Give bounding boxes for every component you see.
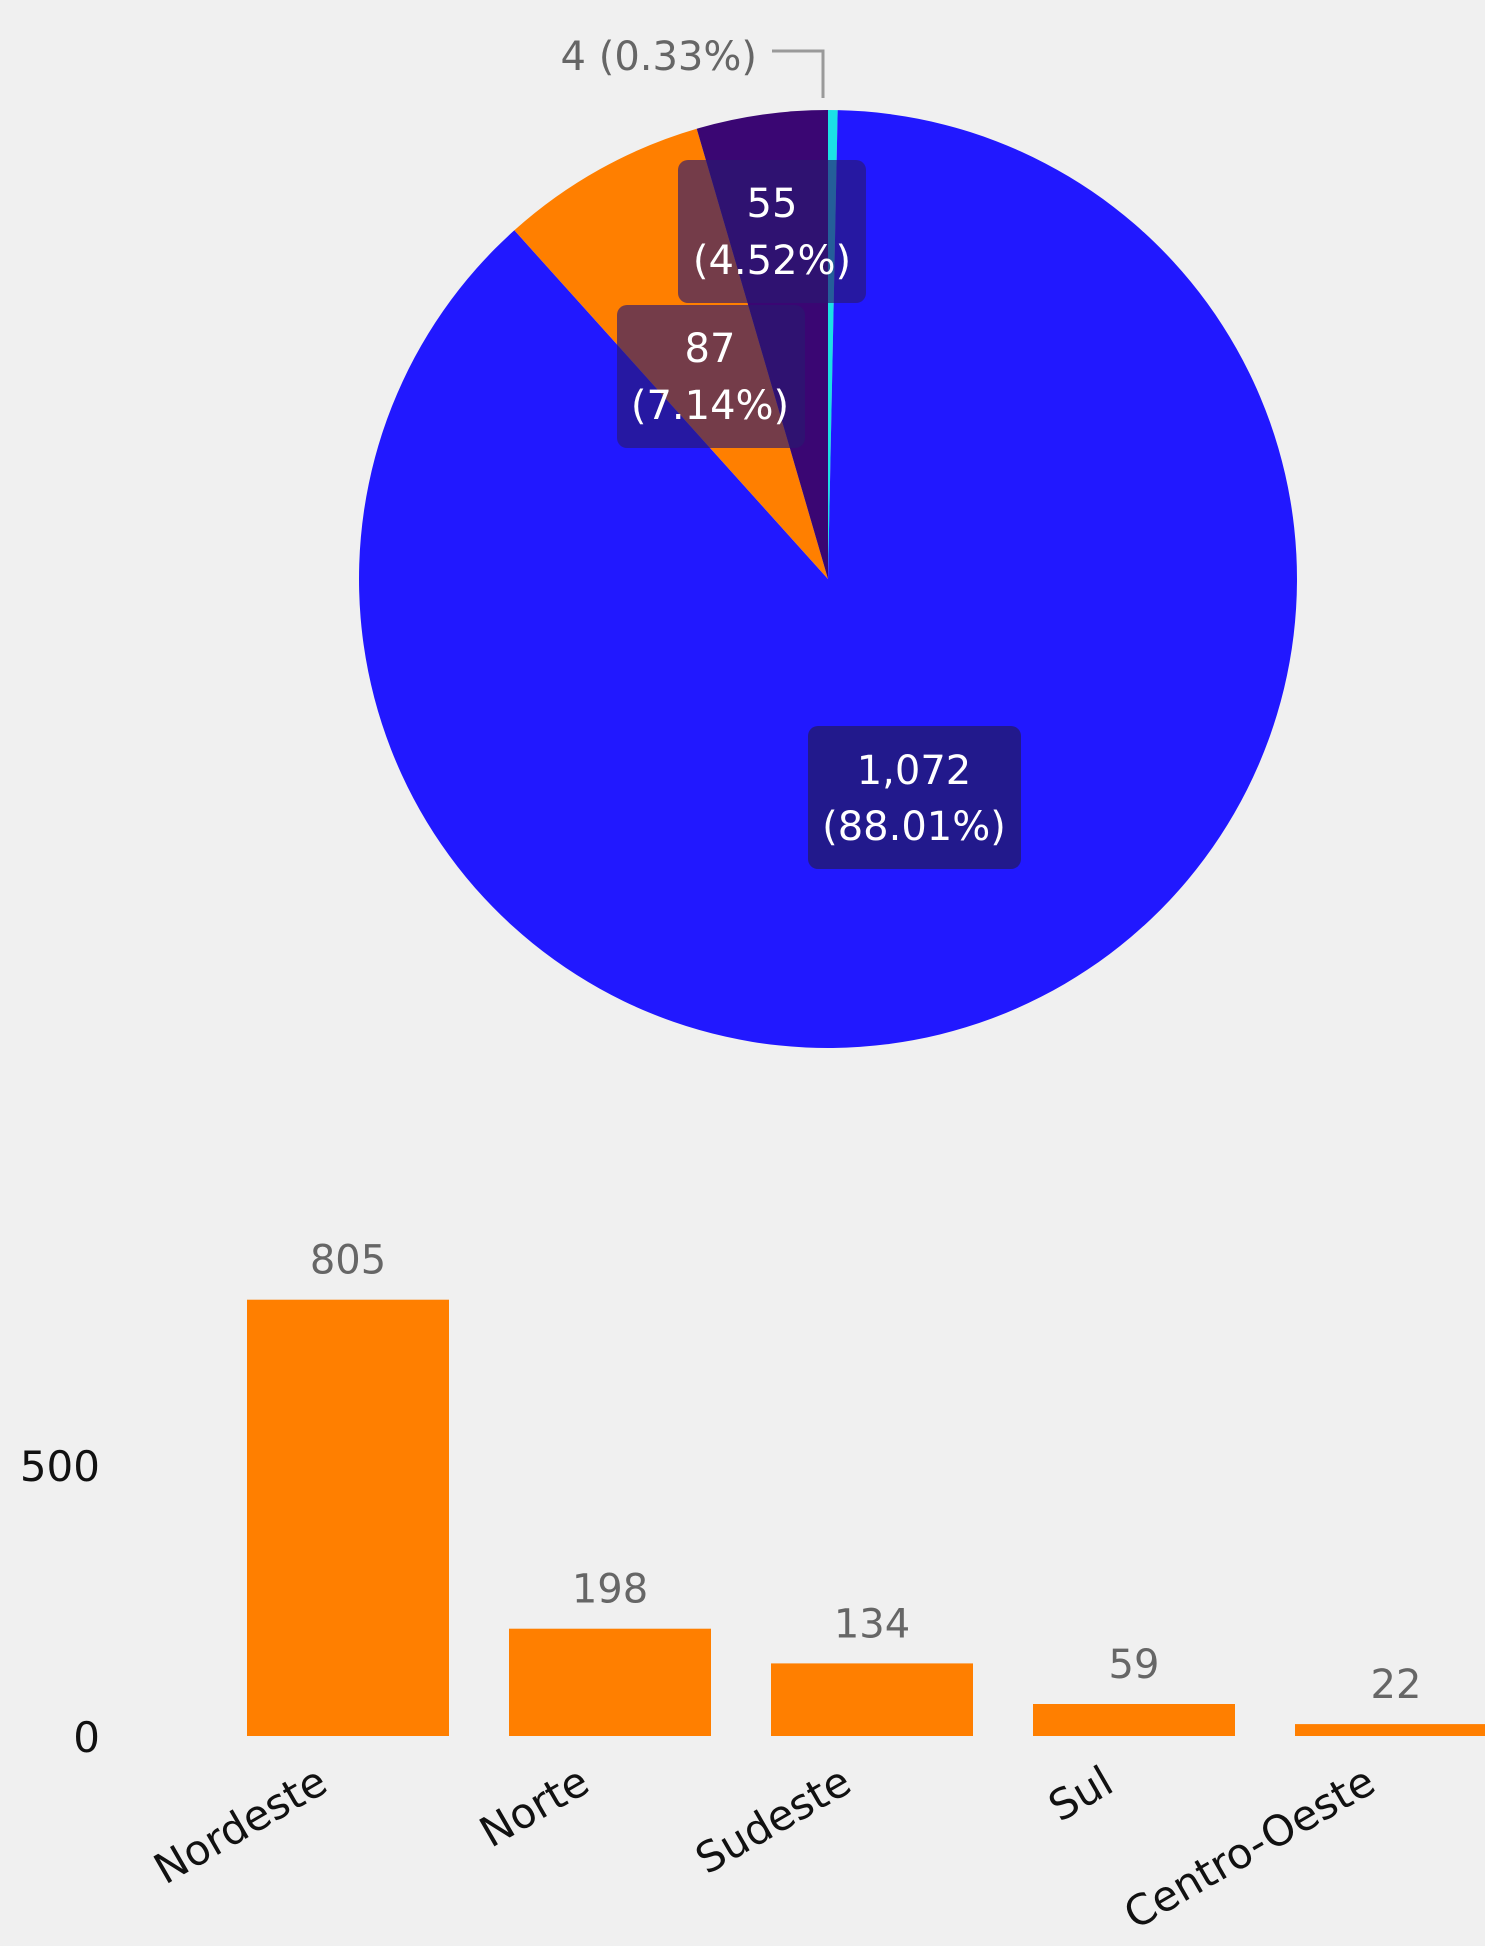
- pie-slice-1-percent-label: (88.01%): [822, 804, 1006, 850]
- pie-slice-2-value-label: 87: [685, 326, 736, 372]
- pie-slice-3-percent-label: (4.52%): [693, 238, 851, 284]
- bar-norte[interactable]: [509, 1628, 711, 1736]
- pie-slice-3-label-box: [678, 160, 866, 303]
- bar-value-label-sul: 59: [1109, 1642, 1160, 1688]
- bar-centro-oeste[interactable]: [1295, 1724, 1485, 1736]
- bar-value-label-norte: 198: [572, 1567, 648, 1613]
- x-category-label-sudeste: Sudeste: [687, 1756, 859, 1883]
- bar-nordeste[interactable]: [247, 1299, 449, 1736]
- bar-value-label-sudeste: 134: [834, 1601, 910, 1647]
- pie-slice-0-label: 4 (0.33%): [561, 34, 757, 80]
- x-category-label-centro-oeste: Centro-Oeste: [1116, 1756, 1383, 1939]
- x-category-label-nordeste: Nordeste: [146, 1756, 335, 1894]
- pie-chart: 4 (0.33%) 55 (4.52%) 87 (7.14%) 1,072 (8…: [358, 34, 1297, 1049]
- pie-slice-1-label-box: [808, 726, 1021, 869]
- x-category-label-norte: Norte: [471, 1756, 597, 1857]
- bar-value-label-centro-oeste: 22: [1371, 1662, 1422, 1708]
- bar-sudeste[interactable]: [771, 1663, 973, 1736]
- bar-sul[interactable]: [1033, 1704, 1235, 1736]
- bar-chart: 0 500 805 198 134 59 22 Nordeste Norte S…: [20, 1238, 1485, 1939]
- bar-value-label-nordeste: 805: [310, 1238, 386, 1284]
- x-category-label-sul: Sul: [1040, 1756, 1121, 1831]
- pie-slice-1-value-label: 1,072: [857, 748, 972, 794]
- pie-leader-line: [772, 49, 825, 98]
- y-tick-label-500: 500: [20, 1442, 100, 1491]
- pie-slice-2-label-box: [617, 305, 805, 448]
- y-tick-label-0: 0: [73, 1713, 100, 1762]
- pie-slice-3-value-label: 55: [747, 181, 798, 227]
- pie-slice-2-percent-label: (7.14%): [631, 383, 789, 429]
- pie-slice-1[interactable]: [358, 110, 1297, 1049]
